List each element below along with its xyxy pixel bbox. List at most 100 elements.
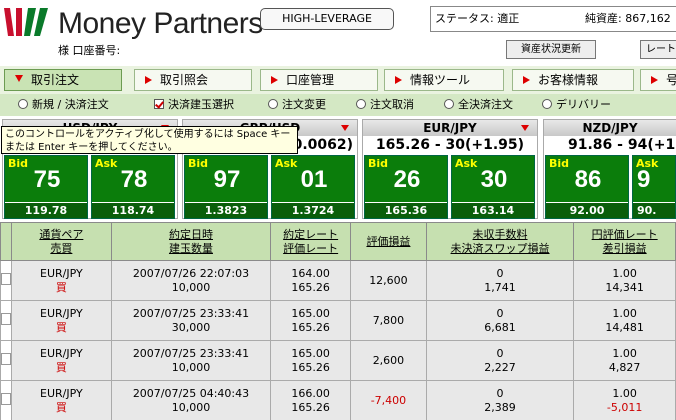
tab-account-management[interactable]: 口座管理 [260,69,378,91]
bid-label: Bid [549,157,570,170]
qty: 30,000 [171,320,211,334]
submenu-label: 全決済注文 [458,98,513,111]
row-icon-cell [0,340,12,381]
panel-title: NZD/JPY [544,120,676,136]
tab-trade-order[interactable]: 取引注文 [4,69,122,91]
side: 買 [55,360,67,374]
submenu-label: 新規 / 決済注文 [32,98,109,111]
rates-cell: 165.00 165.26 [270,340,352,381]
main-menu: 取引注文 取引照会 口座管理 情報ツール お客様情報 号 [0,66,676,94]
header-rates[interactable]: 約定レート 評価レート [270,222,352,261]
net: -5,011 [606,400,643,414]
ask-sub-price: 118.74 [92,202,174,218]
table-row[interactable]: EUR/JPY 買 2007/07/26 22:07:03 10,000 164.0… [0,260,676,301]
rates-cell: 164.00 165.26 [270,260,352,301]
triangle-down-icon [15,75,23,82]
table-header-row: 通貨ペア 売買 約定日時 建玉数量 約定レート 評価レート 評価損益 未収手数料 未決済… [0,222,676,261]
contract-rate: 165.00 [291,306,330,320]
header-label: 通貨ペア [39,227,84,241]
submenu-order-change[interactable]: 注文変更 [268,97,326,113]
header-label: 未決済スワップ損益 [450,241,550,255]
jpy-net-cell: 1.00 4,827 [573,340,676,381]
triangle-right-icon [395,76,402,84]
header-pair-side[interactable]: 通貨ペア 売買 [11,222,112,261]
dropdown-arrow-icon[interactable] [521,125,529,131]
radio-icon[interactable] [444,99,454,109]
dropdown-arrow-icon[interactable] [341,125,349,131]
tab-info-tools[interactable]: 情報ツール [384,69,504,91]
positions-table: 通貨ペア 売買 約定日時 建玉数量 約定レート 評価レート 評価損益 未収手数料 未決済… [0,222,676,420]
ask-button[interactable]: Ask 78 118.74 [91,155,175,219]
fee-swap-cell: 0 2,389 [425,380,575,420]
header-date-qty[interactable]: 約定日時 建玉数量 [110,222,272,261]
panel-title: EUR/JPY [363,120,537,136]
ask-button[interactable]: Ask 30 163.14 [451,155,535,219]
bid-button[interactable]: Bid 26 165.36 [364,155,448,219]
account-number-label: 様 口座番号: [58,44,121,57]
document-icon [1,392,11,405]
fee-swap-cell: 0 6,681 [425,300,575,341]
checkbox-checked-icon[interactable] [154,99,164,109]
tab-trade-inquiry[interactable]: 取引照会 [134,69,252,91]
tab-more[interactable]: 号 [640,69,676,91]
ask-label: Ask [455,157,478,170]
triangle-right-icon [651,76,658,84]
high-leverage-button[interactable]: HIGH-LEVERAGE [260,8,394,30]
money-partners-logo-icon [4,8,48,36]
pl-cell: 12,600 [350,260,427,301]
qty: 10,000 [171,400,211,414]
qty: 10,000 [171,360,211,374]
bid-price: 97 [213,166,241,193]
status-label: ステータス: 適正 [435,12,520,25]
header-pl[interactable]: 評価損益 [350,222,427,261]
rate-button[interactable]: レート [640,40,676,59]
submenu-settle-position-select[interactable]: 決済建玉選択 [154,97,234,113]
fee: 0 [496,386,504,400]
swap: 6,681 [484,320,516,334]
date-qty-cell: 2007/07/25 23:33:41 10,000 [110,340,272,381]
bid-button[interactable]: Bid 97 1.3823 [184,155,268,219]
bid-button[interactable]: Bid 86 92.00 [545,155,629,219]
jpy-rate: 1.00 [612,306,637,320]
ask-button[interactable]: Ask 01 1.3724 [271,155,355,219]
bid-button[interactable]: Bid 75 119.78 [4,155,88,219]
tab-label: お客様情報 [538,73,599,87]
ask-price: 78 [120,166,148,193]
triangle-right-icon [271,76,278,84]
pl-cell: -7,400 [350,380,427,420]
ask-label: Ask [275,157,298,170]
pair-side-cell: EUR/JPY 買 [11,260,112,301]
header-label: 円評価レート [591,227,658,241]
table-row[interactable]: EUR/JPY 買 2007/07/25 04:40:43 10,000 166.0… [0,380,676,420]
header: Money Partners 様 口座番号: HIGH-LEVERAGE ステー… [0,0,676,64]
header-label: 差引損益 [602,241,647,255]
rate-panel-eurjpy[interactable]: EUR/JPY 165.26 - 30(+1.95) Bid 26 165.36… [362,119,538,219]
header-icon-col [0,222,12,261]
header-jpy-net[interactable]: 円評価レート 差引損益 [573,222,676,261]
header-fee-swap[interactable]: 未収手数料 未決済スワップ損益 [425,222,575,261]
tab-customer-info[interactable]: お客様情報 [512,69,634,91]
rate-panel-nzdjpy[interactable]: NZD/JPY 91.86 - 94(+1. Bid 86 92.00 Ask … [543,119,676,219]
ask-button[interactable]: Ask 9 90. [632,155,676,219]
radio-icon[interactable] [542,99,552,109]
pair: EUR/JPY [40,346,83,360]
submenu-order-cancel[interactable]: 注文取消 [356,97,414,113]
submenu-settle-all[interactable]: 全決済注文 [444,97,513,113]
table-row[interactable]: EUR/JPY 買 2007/07/25 23:33:41 30,000 165.0… [0,300,676,341]
radio-icon[interactable] [18,99,28,109]
pl-cell: 7,800 [350,300,427,341]
submenu-new-settle-order[interactable]: 新規 / 決済注文 [18,97,109,113]
panel-rate: +0.0062) [280,137,353,153]
fee-swap-cell: 0 2,227 [425,340,575,381]
date-qty-cell: 2007/07/26 22:07:03 10,000 [110,260,272,301]
row-icon-cell [0,380,12,420]
table-row[interactable]: EUR/JPY 買 2007/07/25 23:33:41 10,000 165.0… [0,340,676,381]
refresh-assets-button[interactable]: 資産状況更新 [506,40,596,59]
submenu-delivery[interactable]: デリバリー [542,97,611,113]
radio-icon[interactable] [268,99,278,109]
radio-icon[interactable] [356,99,366,109]
bid-label: Bid [368,157,389,170]
ask-sub-price: 1.3724 [272,202,354,218]
jpy-net-cell: 1.00 -5,011 [573,380,676,420]
header-label: 建玉数量 [168,241,213,255]
